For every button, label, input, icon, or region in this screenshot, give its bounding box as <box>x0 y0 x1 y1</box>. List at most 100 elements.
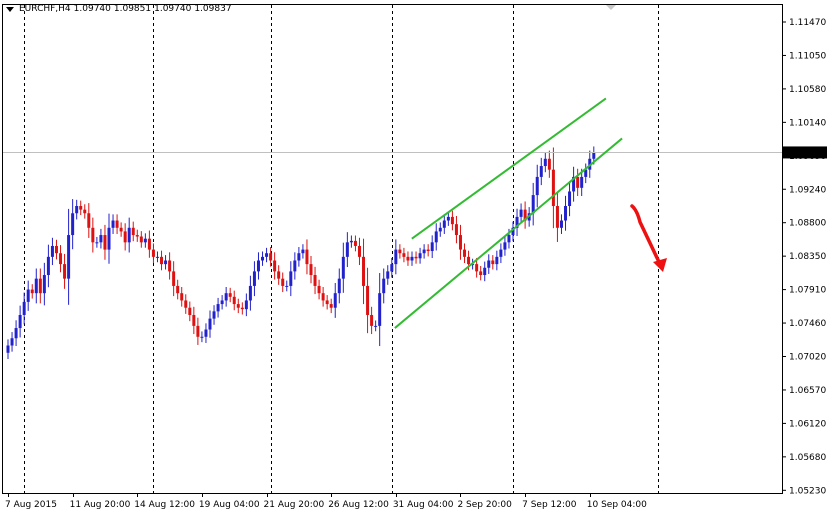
candle-body <box>426 249 430 252</box>
candle-body <box>370 314 374 326</box>
candle <box>414 251 418 264</box>
candle-body <box>507 235 511 243</box>
candle <box>390 257 394 278</box>
candle-body <box>42 275 46 294</box>
candle-body <box>273 260 277 272</box>
candle-body <box>265 253 269 257</box>
candle <box>232 290 236 311</box>
candle-body <box>75 205 79 214</box>
candle <box>172 261 176 297</box>
candle-body <box>151 249 155 257</box>
y-tick-label: 1.09240 <box>789 185 826 195</box>
y-tick-label: 1.10580 <box>789 85 826 95</box>
candle <box>83 204 87 219</box>
candle <box>394 239 398 275</box>
candle <box>22 292 26 325</box>
candle <box>463 243 467 264</box>
candle <box>357 237 361 266</box>
x-tick-label: 7 Sep 12:00 <box>522 500 577 510</box>
candle-body <box>107 227 111 250</box>
candle-body <box>555 205 559 228</box>
candle-body <box>430 242 434 252</box>
candle-body <box>192 314 196 326</box>
candle-body <box>10 338 14 346</box>
candle-body <box>248 285 252 301</box>
candle-body <box>519 209 523 217</box>
candle <box>256 252 260 280</box>
candle-body <box>301 249 305 254</box>
candle <box>123 223 127 251</box>
chart-header: EURCHF,H4 1.09740 1.09851 1.09740 1.0983… <box>6 4 232 14</box>
candle <box>434 223 438 251</box>
candle <box>228 287 232 303</box>
candle-body <box>487 260 491 268</box>
candle-body <box>119 227 123 232</box>
candle-body <box>329 304 333 308</box>
candle-body <box>402 253 406 257</box>
candle <box>584 163 588 184</box>
x-tick-label: 26 Aug 12:00 <box>328 500 389 510</box>
candle-body <box>434 231 438 243</box>
candle-body <box>491 260 495 265</box>
candle <box>200 331 204 343</box>
candle-body <box>50 245 54 257</box>
candle-body <box>111 220 115 228</box>
candle <box>487 254 491 274</box>
candle-body <box>135 235 139 237</box>
candle-body <box>297 253 301 261</box>
candle-body <box>345 242 349 257</box>
candle-body <box>46 256 50 276</box>
candle <box>329 298 333 314</box>
candle-body <box>467 256 471 265</box>
candle <box>555 191 559 242</box>
candle <box>67 208 71 305</box>
candle <box>551 147 555 229</box>
candle <box>572 166 576 202</box>
candle <box>176 279 180 300</box>
candle-body <box>337 278 341 294</box>
candle <box>523 201 527 229</box>
header-symbol: EURCHF,H4 <box>19 4 71 14</box>
candle-body <box>79 205 83 210</box>
candle <box>491 255 495 270</box>
candle-body <box>414 256 418 259</box>
candle <box>535 164 539 208</box>
candle-body <box>256 260 260 272</box>
candle <box>147 230 151 258</box>
candle <box>252 261 256 297</box>
candle <box>438 222 442 237</box>
candle <box>301 244 305 259</box>
candle-body <box>515 216 519 228</box>
candle <box>410 251 414 266</box>
candle-body <box>176 285 180 294</box>
candle-body <box>580 176 584 188</box>
channel-line <box>411 97 607 240</box>
candle-body <box>559 220 563 228</box>
candle <box>14 320 18 347</box>
candle-body <box>26 289 30 302</box>
candle <box>547 150 551 178</box>
candle-body <box>261 256 265 261</box>
candle <box>143 233 147 248</box>
y-tick-label: 1.07460 <box>789 319 826 329</box>
candle-body <box>232 296 236 305</box>
candle-body <box>531 195 535 214</box>
candle-body <box>277 271 281 279</box>
x-tick-label: 21 Aug 20:00 <box>264 500 325 510</box>
candle-body <box>240 307 244 310</box>
candle <box>261 251 265 266</box>
symbol-menu-icon[interactable] <box>6 6 14 12</box>
candle <box>479 266 483 281</box>
candle <box>483 261 487 282</box>
candle-body <box>483 267 487 276</box>
candle-body <box>34 278 38 294</box>
y-tick-label: 1.06120 <box>789 419 826 429</box>
candle <box>196 317 200 345</box>
candle <box>95 236 99 248</box>
candle <box>426 244 430 257</box>
candle <box>212 305 216 325</box>
candle-body <box>220 300 224 305</box>
candle <box>54 239 58 260</box>
candle <box>564 195 568 231</box>
